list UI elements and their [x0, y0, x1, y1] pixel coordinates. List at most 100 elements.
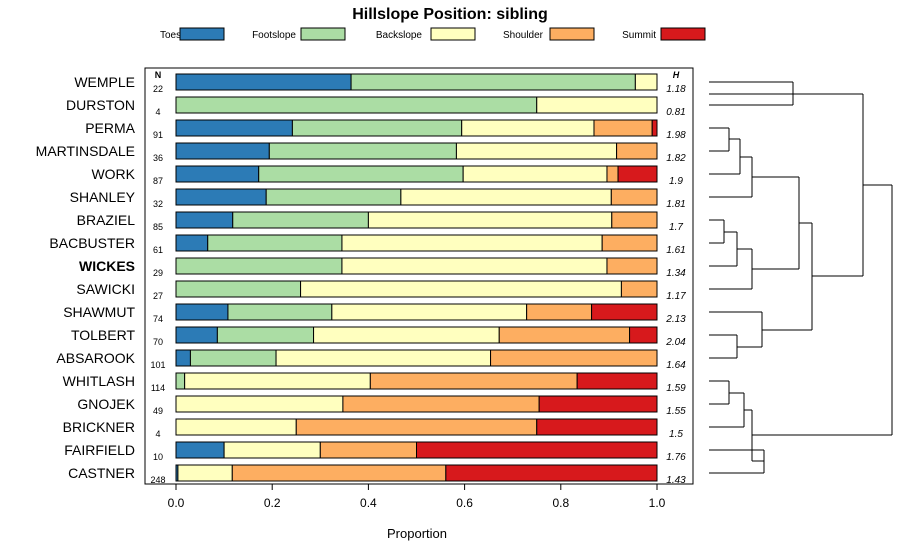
category-label: MARTINSDALE [36, 143, 135, 159]
bar-segment [175, 280, 302, 298]
bar-segment [265, 188, 402, 206]
bar-segment [576, 372, 658, 390]
n-label: 248 [150, 475, 165, 485]
dendrogram-branch [709, 93, 864, 277]
n-label: 85 [153, 222, 163, 232]
bar-segment [175, 165, 260, 183]
bar-segment [416, 441, 658, 459]
bar-segment [175, 96, 538, 114]
x-tick-label: 0.4 [360, 496, 377, 510]
dendrogram-branch [709, 392, 745, 428]
category-label: GNOJEK [77, 396, 135, 412]
h-label: 0.81 [666, 107, 685, 118]
bar-segment [536, 418, 658, 436]
bar-segment [455, 142, 618, 160]
bar-segment [331, 303, 528, 321]
bar-segment [295, 418, 538, 436]
bar-segment [175, 303, 229, 321]
dendrogram-branch [709, 380, 730, 405]
h-label: 1.98 [666, 130, 686, 141]
dendrogram-branch [709, 311, 763, 359]
h-label: 1.7 [669, 222, 683, 233]
bar-segment [606, 257, 658, 275]
bar-segment [175, 234, 209, 252]
legend-label: Shoulder [503, 30, 544, 41]
bar-segment [620, 280, 658, 298]
n-label: 10 [153, 452, 163, 462]
legend-swatch [430, 27, 476, 41]
h-label: 1.82 [666, 153, 686, 164]
x-axis: 0.0 0.2 0.4 0.6 0.8 1.0 [168, 484, 666, 510]
plot-frame [144, 67, 694, 485]
dendrogram-branch [709, 138, 741, 175]
bar-segment [629, 326, 658, 344]
dendrogram-branch [709, 248, 753, 290]
n-label: 32 [153, 199, 163, 209]
bar-segment [175, 257, 343, 275]
x-tick-label: 0.0 [168, 496, 185, 510]
n-label: 61 [153, 245, 163, 255]
bar-segment [268, 142, 457, 160]
bar-segment [490, 349, 658, 367]
dendrogram-branch [762, 222, 813, 331]
bar-segment [651, 119, 658, 137]
bar-segment [350, 73, 636, 91]
category-labels: WEMPLE 22 1.18 DURSTON 4 0.81 PERMA 91 1.98 MARTI… [36, 74, 686, 486]
x-tick-label: 0.6 [456, 496, 473, 510]
bar-segment [216, 326, 315, 344]
category-label: BRICKNER [63, 419, 135, 435]
legend-label: Summit [622, 30, 656, 41]
category-label: ABSAROOK [56, 350, 135, 366]
n-label: 27 [153, 291, 163, 301]
bar-segment [232, 211, 369, 229]
dendrogram-branch [709, 156, 753, 198]
category-label: WHITLASH [63, 373, 135, 389]
bar-segment [616, 142, 658, 160]
bar-segment [231, 464, 447, 482]
bar-segment [291, 119, 463, 137]
h-label: 1.59 [666, 383, 686, 394]
category-label: SAWICKI [76, 281, 135, 297]
bar-segment [175, 395, 344, 413]
bar-segment [445, 464, 658, 482]
h-label: 1.64 [666, 360, 686, 371]
bar-segment [275, 349, 492, 367]
bar-segment [319, 441, 417, 459]
n-label: 22 [153, 84, 163, 94]
chart-title: Hillslope Position: sibling [352, 6, 548, 23]
n-label: 74 [153, 314, 163, 324]
dendrogram-branch [709, 231, 738, 267]
category-label: WICKES [79, 258, 135, 274]
legend-label: Footslope [252, 30, 296, 41]
n-label: 36 [153, 153, 163, 163]
n-label: 114 [151, 383, 165, 393]
bar-segment [313, 326, 500, 344]
h-label: 1.43 [666, 475, 686, 486]
category-label: WORK [91, 166, 135, 182]
n-label: 29 [153, 268, 163, 278]
bar-segment [461, 119, 595, 137]
h-header: H [673, 70, 680, 80]
bar-segment [184, 372, 371, 390]
bar-segment [400, 188, 612, 206]
bar-segment [175, 441, 225, 459]
bar-segment [177, 464, 233, 482]
legend-swatch [179, 27, 225, 41]
category-label: FAIRFIELD [64, 442, 135, 458]
dendrogram-branch [752, 184, 893, 436]
bar-segment [591, 303, 658, 321]
h-label: 1.34 [666, 268, 686, 279]
legend-swatch [300, 27, 346, 41]
category-label: DURSTON [66, 97, 135, 113]
bar-segment [189, 349, 277, 367]
bar-segment [175, 142, 270, 160]
bar-segment [258, 165, 464, 183]
h-label: 2.04 [665, 337, 686, 348]
bar-segment [634, 73, 658, 91]
bar-segment [175, 349, 191, 367]
bar-segment [610, 188, 658, 206]
n-header: N [155, 70, 162, 80]
n-label: 4 [155, 429, 160, 439]
bar-segment [227, 303, 333, 321]
